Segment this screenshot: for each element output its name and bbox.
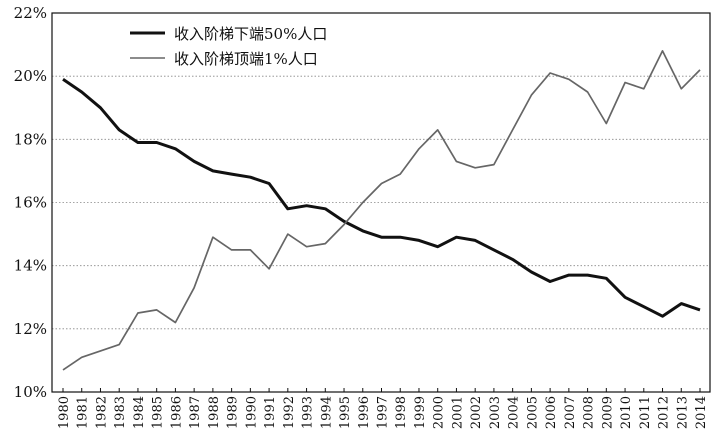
x-tick-label: 1985	[151, 396, 166, 429]
y-tick-label: 10%	[14, 383, 47, 401]
x-tick-label: 2010	[619, 396, 634, 429]
x-tick-label: 2003	[488, 396, 503, 429]
plot-frame	[51, 12, 711, 393]
x-tick-label: 1995	[338, 396, 353, 429]
x-tick-label: 2008	[582, 396, 597, 429]
y-axis-ticks: 10% 12% 14% 16% 18% 20% 22%	[14, 4, 47, 401]
y-tick-label: 16%	[14, 194, 47, 212]
x-tick-label: 2002	[469, 396, 484, 429]
y-tick-label: 20%	[14, 67, 47, 85]
x-tick-label: 2012	[657, 396, 672, 429]
x-tick-label: 2000	[432, 396, 447, 429]
y-tick-label: 18%	[14, 130, 47, 148]
x-tick-label: 1998	[394, 396, 409, 429]
x-tick-label: 2005	[525, 396, 540, 429]
series-lines	[62, 50, 701, 371]
legend: 收入阶梯下端50%人口 收入阶梯顶端1%人口	[130, 25, 327, 68]
series-line-bottom-50	[62, 78, 701, 318]
x-tick-label: 2009	[600, 396, 615, 429]
series-line-top-1	[62, 50, 701, 371]
legend-label-top-1: 收入阶梯顶端1%人口	[174, 50, 318, 68]
x-tick-label: 1980	[57, 396, 72, 429]
x-tick-label: 1982	[94, 396, 109, 429]
legend-label-bottom-50: 收入阶梯下端50%人口	[174, 25, 327, 43]
x-tick-label: 1997	[376, 396, 391, 429]
x-tick-label: 2011	[638, 396, 653, 429]
x-tick-label: 1989	[226, 396, 241, 429]
x-tick-label: 1981	[76, 396, 91, 429]
x-axis-ticks: 1980 1981 1982 1983 1984 1985 1986 1987 1988 1989…	[57, 388, 709, 429]
x-tick-label: 2006	[544, 396, 559, 429]
x-tick-label: 2013	[675, 396, 690, 429]
x-tick-label: 1999	[413, 396, 428, 429]
x-tick-label: 1996	[357, 396, 372, 429]
y-tick-label: 22%	[14, 4, 47, 22]
x-tick-label: 1990	[244, 396, 259, 429]
x-tick-label: 1993	[301, 396, 316, 429]
gridlines	[52, 75, 710, 330]
x-tick-label: 1988	[207, 396, 222, 429]
x-tick-label: 1992	[282, 396, 297, 429]
y-tick-label: 12%	[14, 320, 47, 338]
x-tick-label: 1991	[263, 396, 278, 429]
x-tick-label: 2004	[507, 396, 522, 429]
x-tick-label: 2001	[450, 396, 465, 429]
x-tick-label: 1994	[319, 396, 334, 429]
x-tick-label: 1983	[113, 396, 128, 429]
x-tick-label: 2014	[694, 396, 709, 429]
x-tick-label: 1987	[188, 396, 203, 429]
x-tick-label: 1986	[169, 396, 184, 429]
x-tick-label: 2007	[563, 396, 578, 429]
y-tick-label: 14%	[14, 257, 47, 275]
x-tick-label: 1984	[132, 396, 147, 429]
